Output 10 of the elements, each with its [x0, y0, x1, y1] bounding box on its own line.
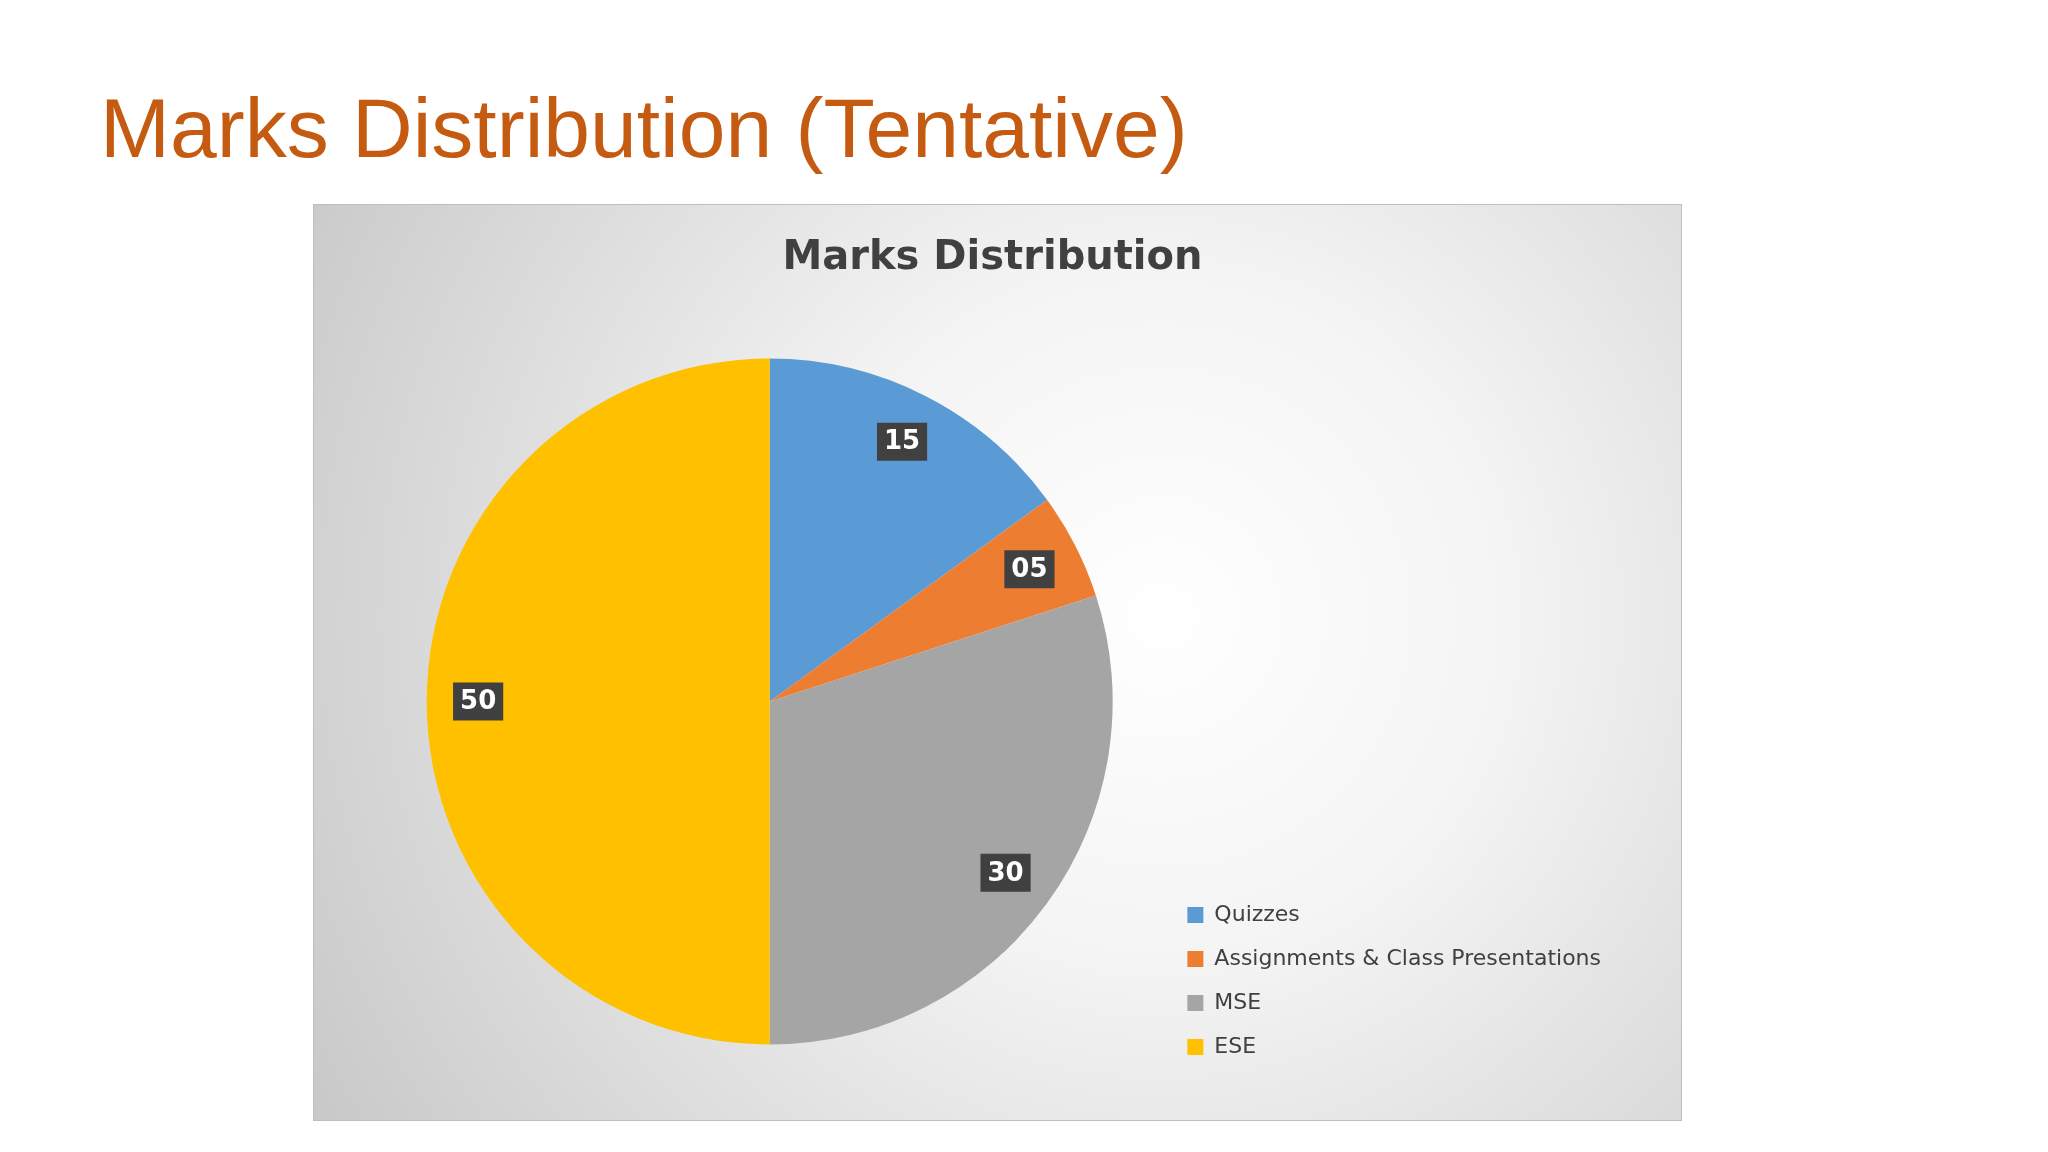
chart-subtitle: Marks Distribution: [782, 232, 1203, 279]
data-label: 15: [883, 425, 921, 456]
data-label: 30: [987, 856, 1024, 887]
chart-title: Marks Distribution (Tentative): [100, 80, 1188, 177]
legend-label: Quizzes: [1214, 900, 1300, 926]
legend-label: Assignments & Class Presentations: [1214, 944, 1602, 970]
data-label: 50: [460, 685, 497, 716]
legend-label: MSE: [1214, 988, 1262, 1014]
data-label: 05: [1011, 552, 1048, 583]
legend-label: ESE: [1214, 1032, 1257, 1058]
